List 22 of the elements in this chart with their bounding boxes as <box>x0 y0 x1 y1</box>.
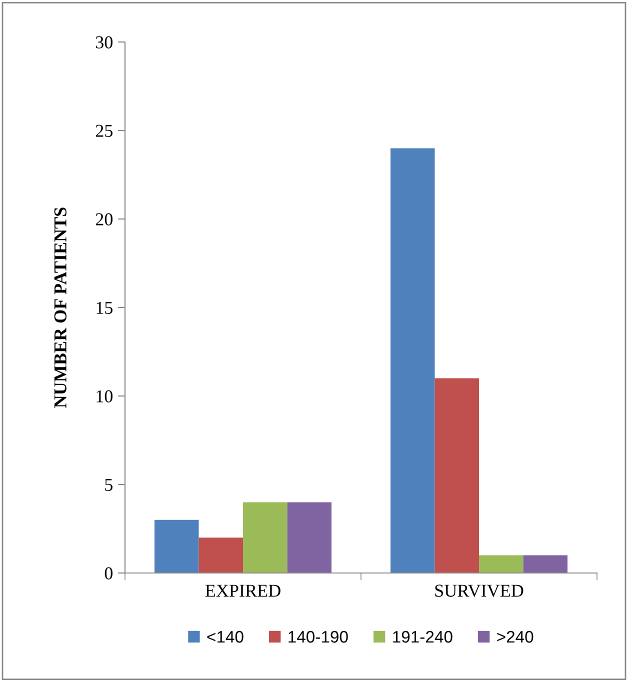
bar <box>154 520 199 573</box>
x-tick-label: EXPIRED <box>205 584 280 597</box>
bar <box>287 502 332 573</box>
y-tick-label: 0 <box>104 567 113 580</box>
y-tick-label: 10 <box>96 390 113 402</box>
y-tick-label: 30 <box>96 36 113 48</box>
y-tick-label: 5 <box>105 478 112 491</box>
legend-label: <140 <box>207 630 244 643</box>
x-tick-label: SURVIVED <box>435 584 524 597</box>
legend-label: >240 <box>497 630 534 643</box>
legend-label: 140-190 <box>288 630 348 643</box>
y-tick-label: 15 <box>96 302 112 314</box>
y-tick-label: 25 <box>96 124 112 137</box>
legend-label: 191-240 <box>393 630 452 643</box>
bar <box>243 502 288 573</box>
bar <box>523 555 568 573</box>
bar <box>198 538 243 573</box>
bar <box>390 148 435 573</box>
y-tick-label: 20 <box>96 213 113 226</box>
bar <box>479 555 524 573</box>
bar <box>434 378 479 573</box>
y-axis-title: NUMBER OF PATIENTS <box>54 208 66 408</box>
